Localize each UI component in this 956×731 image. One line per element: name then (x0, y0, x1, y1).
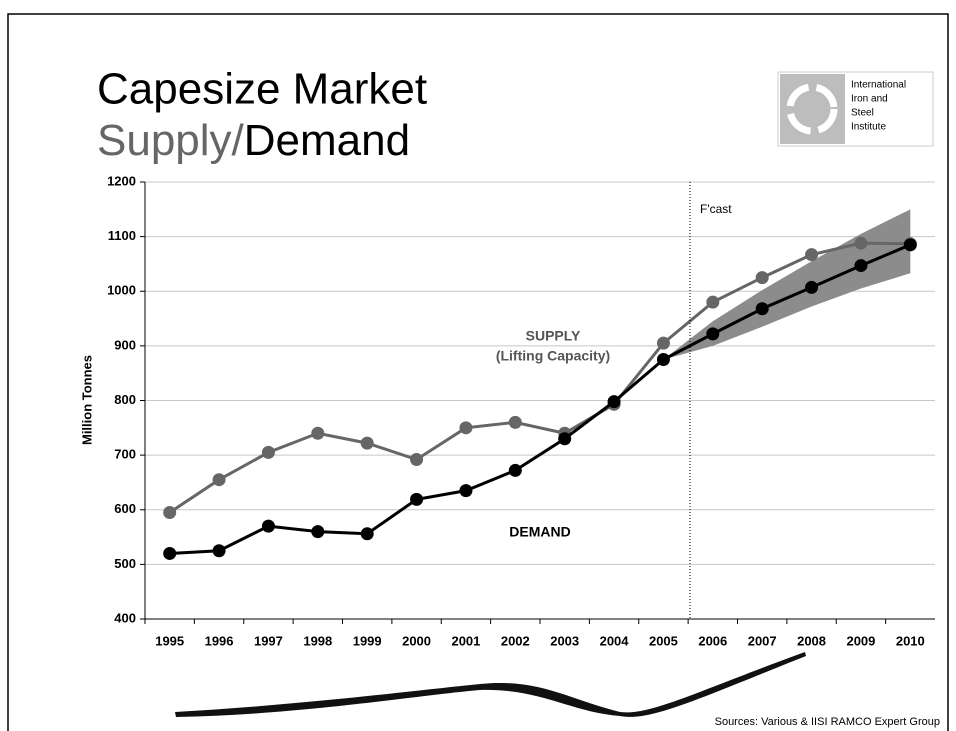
x-tick-label: 2008 (797, 633, 826, 648)
data-point (410, 492, 424, 506)
annotation: SUPPLY (526, 328, 581, 344)
y-tick-label: 600 (114, 501, 136, 516)
x-tick-label: 2002 (501, 633, 530, 648)
data-point (261, 445, 275, 459)
x-tick-label: 1995 (155, 633, 184, 648)
data-point (755, 302, 769, 316)
x-tick-label: 2000 (402, 633, 431, 648)
series-line (168, 241, 911, 514)
logo-text: Steel (851, 108, 874, 119)
plot: 400 500 600 700 800 900 1000 1100 1200 1995 1996 19… (107, 173, 935, 648)
data-point (508, 415, 522, 429)
data-point (212, 473, 226, 487)
logo-text: Institute (851, 122, 886, 133)
data-point (706, 327, 720, 341)
y-tick-label: 800 (114, 392, 136, 407)
x-tick-label: 1997 (254, 633, 283, 648)
subtitle-supply: Supply/ (97, 116, 245, 165)
y-tick-label: 1100 (108, 228, 136, 243)
chart-title: Capesize Market (97, 65, 427, 114)
x-tick-label: 2003 (550, 633, 579, 648)
y-tick-label: 500 (114, 556, 136, 571)
data-point (410, 452, 424, 466)
x-tick-label: 2004 (600, 633, 630, 648)
logo: International Iron and Steel Institute (777, 71, 934, 147)
data-point (558, 432, 572, 446)
data-point (508, 463, 522, 477)
x-tick-label: 2005 (649, 633, 678, 648)
source-note: Sources: Various & IISI RAMCO Expert Gro… (715, 716, 940, 728)
data-point (854, 236, 868, 250)
data-point (261, 519, 275, 533)
data-point (805, 248, 819, 262)
x-tick-label: 1996 (205, 633, 234, 648)
data-point (903, 238, 917, 252)
logo-text: International (851, 80, 906, 91)
y-axis-label: Million Tonnes (79, 355, 94, 445)
decorative-swoosh (175, 652, 806, 717)
subtitle-demand: Demand (244, 116, 410, 165)
y-tick-label: 700 (114, 447, 136, 462)
data-point (459, 484, 473, 498)
x-tick-label: 2010 (896, 633, 925, 648)
y-tick-label: 1200 (107, 173, 136, 188)
data-point (607, 395, 621, 409)
x-tick-label: 2007 (748, 633, 777, 648)
data-point (311, 426, 325, 440)
data-point (755, 271, 769, 285)
y-tick-label: 400 (114, 610, 136, 625)
y-tick-label: 900 (114, 337, 136, 352)
data-point (212, 544, 226, 558)
data-point (459, 421, 473, 435)
data-point (656, 353, 670, 367)
data-point (854, 259, 868, 273)
data-point (805, 280, 819, 294)
annotation: (Lifting Capacity) (496, 348, 610, 364)
data-point (163, 505, 177, 519)
x-tick-label: 2006 (698, 633, 727, 648)
x-tick-label: 2001 (451, 633, 480, 648)
forecast-band (663, 209, 911, 360)
series-line (169, 243, 911, 555)
chart-subtitle: Supply/Demand (97, 116, 410, 165)
data-point (706, 295, 720, 309)
x-tick-label: 2009 (846, 633, 875, 648)
slide-border (7, 13, 949, 731)
data-point (656, 336, 670, 350)
data-point (311, 525, 325, 539)
forecast-label: F'cast (700, 202, 732, 216)
logo-text: Iron and (851, 94, 888, 105)
data-point (360, 527, 374, 541)
y-tick-label: 1000 (107, 283, 136, 298)
data-point (163, 546, 177, 560)
x-tick-label: 1998 (303, 633, 332, 648)
data-point (360, 436, 374, 450)
annotation: DEMAND (509, 524, 570, 540)
x-tick-label: 1999 (353, 633, 382, 648)
logo-ring (786, 83, 838, 135)
